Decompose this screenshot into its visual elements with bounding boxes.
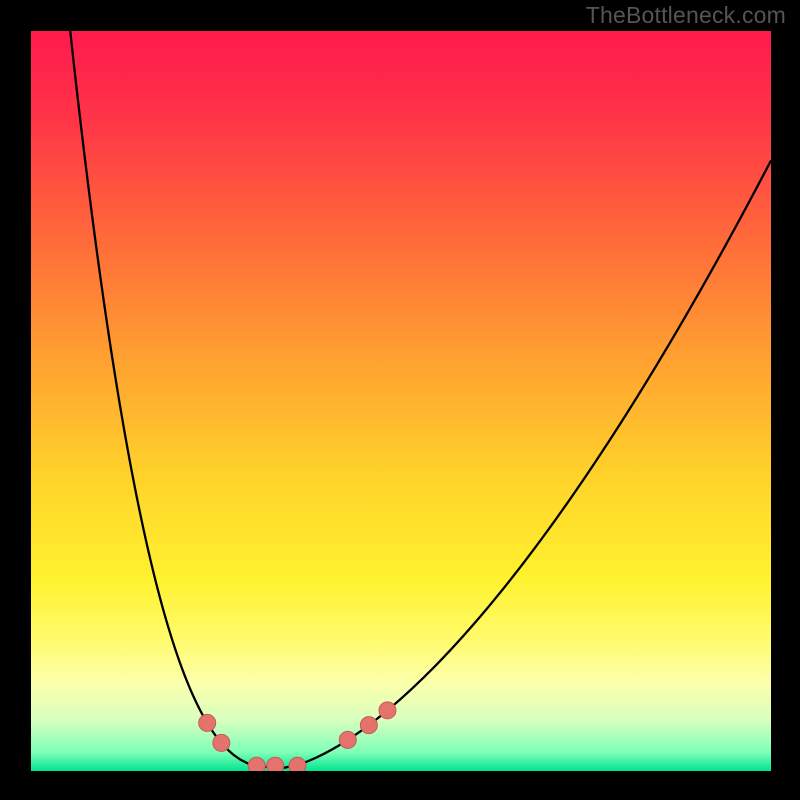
chart-svg [31,31,771,771]
data-marker [248,757,265,771]
plot-area [31,31,771,771]
data-marker [289,757,306,771]
data-marker [360,717,377,734]
data-marker [267,757,284,771]
chart-root: TheBottleneck.com [0,0,800,800]
data-marker [339,731,356,748]
data-marker [379,702,396,719]
data-marker [199,714,216,731]
watermark-label: TheBottleneck.com [586,2,786,29]
data-marker [213,734,230,751]
bottleneck-curve [70,31,771,769]
